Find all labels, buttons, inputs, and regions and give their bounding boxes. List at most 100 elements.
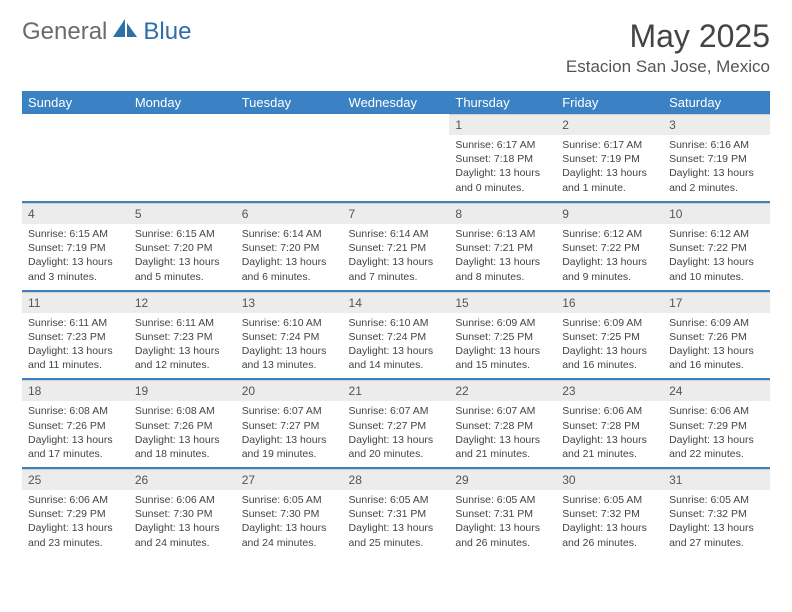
day-details: Sunrise: 6:07 AMSunset: 7:28 PMDaylight:… — [449, 401, 556, 467]
weekday-header: Sunday — [22, 91, 129, 114]
day-details: Sunrise: 6:06 AMSunset: 7:28 PMDaylight:… — [556, 401, 663, 467]
day-details: Sunrise: 6:11 AMSunset: 7:23 PMDaylight:… — [129, 313, 236, 379]
day-details: Sunrise: 6:15 AMSunset: 7:20 PMDaylight:… — [129, 224, 236, 290]
calendar-cell: 31Sunrise: 6:05 AMSunset: 7:32 PMDayligh… — [663, 468, 770, 556]
day-number: 14 — [343, 292, 450, 313]
day-details: Sunrise: 6:16 AMSunset: 7:19 PMDaylight:… — [663, 135, 770, 201]
calendar-cell: 18Sunrise: 6:08 AMSunset: 7:26 PMDayligh… — [22, 379, 129, 468]
calendar-cell: 6Sunrise: 6:14 AMSunset: 7:20 PMDaylight… — [236, 202, 343, 291]
calendar-cell: 3Sunrise: 6:16 AMSunset: 7:19 PMDaylight… — [663, 114, 770, 202]
day-details: Sunrise: 6:08 AMSunset: 7:26 PMDaylight:… — [22, 401, 129, 467]
calendar-cell: 1Sunrise: 6:17 AMSunset: 7:18 PMDaylight… — [449, 114, 556, 202]
day-number: 13 — [236, 292, 343, 313]
day-details: Sunrise: 6:09 AMSunset: 7:25 PMDaylight:… — [556, 313, 663, 379]
location-label: Estacion San Jose, Mexico — [566, 57, 770, 77]
calendar-cell: 24Sunrise: 6:06 AMSunset: 7:29 PMDayligh… — [663, 379, 770, 468]
calendar-cell: 10Sunrise: 6:12 AMSunset: 7:22 PMDayligh… — [663, 202, 770, 291]
calendar-cell: 8Sunrise: 6:13 AMSunset: 7:21 PMDaylight… — [449, 202, 556, 291]
calendar-cell: 27Sunrise: 6:05 AMSunset: 7:30 PMDayligh… — [236, 468, 343, 556]
day-number: 15 — [449, 292, 556, 313]
day-details: Sunrise: 6:05 AMSunset: 7:31 PMDaylight:… — [343, 490, 450, 556]
day-details: Sunrise: 6:06 AMSunset: 7:30 PMDaylight:… — [129, 490, 236, 556]
weekday-header: Saturday — [663, 91, 770, 114]
day-details: Sunrise: 6:15 AMSunset: 7:19 PMDaylight:… — [22, 224, 129, 290]
brand-logo: General Blue — [22, 18, 191, 46]
day-number: 9 — [556, 203, 663, 224]
day-details: Sunrise: 6:14 AMSunset: 7:20 PMDaylight:… — [236, 224, 343, 290]
calendar-cell: 2Sunrise: 6:17 AMSunset: 7:19 PMDaylight… — [556, 114, 663, 202]
day-details: Sunrise: 6:11 AMSunset: 7:23 PMDaylight:… — [22, 313, 129, 379]
day-details: Sunrise: 6:10 AMSunset: 7:24 PMDaylight:… — [236, 313, 343, 379]
day-details: Sunrise: 6:06 AMSunset: 7:29 PMDaylight:… — [663, 401, 770, 467]
brand-part1: General — [22, 18, 107, 46]
day-number: 20 — [236, 380, 343, 401]
month-title: May 2025 — [566, 18, 770, 55]
day-number: 18 — [22, 380, 129, 401]
day-number: 19 — [129, 380, 236, 401]
calendar-cell: 13Sunrise: 6:10 AMSunset: 7:24 PMDayligh… — [236, 291, 343, 380]
weekday-header: Monday — [129, 91, 236, 114]
calendar-cell: 25Sunrise: 6:06 AMSunset: 7:29 PMDayligh… — [22, 468, 129, 556]
calendar-cell: 11Sunrise: 6:11 AMSunset: 7:23 PMDayligh… — [22, 291, 129, 380]
weekday-header: Thursday — [449, 91, 556, 114]
day-details: Sunrise: 6:08 AMSunset: 7:26 PMDaylight:… — [129, 401, 236, 467]
day-details: Sunrise: 6:10 AMSunset: 7:24 PMDaylight:… — [343, 313, 450, 379]
calendar-cell: 16Sunrise: 6:09 AMSunset: 7:25 PMDayligh… — [556, 291, 663, 380]
calendar-cell: 5Sunrise: 6:15 AMSunset: 7:20 PMDaylight… — [129, 202, 236, 291]
day-details: Sunrise: 6:05 AMSunset: 7:32 PMDaylight:… — [556, 490, 663, 556]
calendar-weekday-header: SundayMondayTuesdayWednesdayThursdayFrid… — [22, 91, 770, 114]
page-header: General Blue May 2025 Estacion San Jose,… — [22, 18, 770, 77]
calendar-cell: .. — [343, 114, 450, 202]
day-number: 7 — [343, 203, 450, 224]
day-details: Sunrise: 6:17 AMSunset: 7:18 PMDaylight:… — [449, 135, 556, 201]
day-number: 21 — [343, 380, 450, 401]
title-block: May 2025 Estacion San Jose, Mexico — [566, 18, 770, 77]
day-details: Sunrise: 6:05 AMSunset: 7:30 PMDaylight:… — [236, 490, 343, 556]
calendar-cell: 30Sunrise: 6:05 AMSunset: 7:32 PMDayligh… — [556, 468, 663, 556]
day-details: Sunrise: 6:07 AMSunset: 7:27 PMDaylight:… — [343, 401, 450, 467]
day-number: 28 — [343, 469, 450, 490]
day-number: 31 — [663, 469, 770, 490]
calendar-cell: 12Sunrise: 6:11 AMSunset: 7:23 PMDayligh… — [129, 291, 236, 380]
calendar-cell: 28Sunrise: 6:05 AMSunset: 7:31 PMDayligh… — [343, 468, 450, 556]
day-details: Sunrise: 6:06 AMSunset: 7:29 PMDaylight:… — [22, 490, 129, 556]
calendar-body: ........1Sunrise: 6:17 AMSunset: 7:18 PM… — [22, 114, 770, 556]
weekday-header: Tuesday — [236, 91, 343, 114]
day-number: 23 — [556, 380, 663, 401]
calendar-cell: 17Sunrise: 6:09 AMSunset: 7:26 PMDayligh… — [663, 291, 770, 380]
day-number: 11 — [22, 292, 129, 313]
day-number: 17 — [663, 292, 770, 313]
day-number: 1 — [449, 114, 556, 135]
calendar-cell: 26Sunrise: 6:06 AMSunset: 7:30 PMDayligh… — [129, 468, 236, 556]
day-number: 2 — [556, 114, 663, 135]
day-number: 16 — [556, 292, 663, 313]
day-number: 25 — [22, 469, 129, 490]
day-details: Sunrise: 6:09 AMSunset: 7:26 PMDaylight:… — [663, 313, 770, 379]
calendar-cell: 20Sunrise: 6:07 AMSunset: 7:27 PMDayligh… — [236, 379, 343, 468]
calendar-cell: .. — [236, 114, 343, 202]
weekday-header: Wednesday — [343, 91, 450, 114]
day-details: Sunrise: 6:05 AMSunset: 7:31 PMDaylight:… — [449, 490, 556, 556]
day-details: Sunrise: 6:09 AMSunset: 7:25 PMDaylight:… — [449, 313, 556, 379]
day-number: 27 — [236, 469, 343, 490]
day-details: Sunrise: 6:13 AMSunset: 7:21 PMDaylight:… — [449, 224, 556, 290]
calendar-cell: 22Sunrise: 6:07 AMSunset: 7:28 PMDayligh… — [449, 379, 556, 468]
calendar-cell: 4Sunrise: 6:15 AMSunset: 7:19 PMDaylight… — [22, 202, 129, 291]
day-details: Sunrise: 6:07 AMSunset: 7:27 PMDaylight:… — [236, 401, 343, 467]
calendar-cell: 23Sunrise: 6:06 AMSunset: 7:28 PMDayligh… — [556, 379, 663, 468]
day-number: 4 — [22, 203, 129, 224]
day-number: 10 — [663, 203, 770, 224]
calendar-cell: 29Sunrise: 6:05 AMSunset: 7:31 PMDayligh… — [449, 468, 556, 556]
day-number: 6 — [236, 203, 343, 224]
calendar-cell: 7Sunrise: 6:14 AMSunset: 7:21 PMDaylight… — [343, 202, 450, 291]
day-details: Sunrise: 6:14 AMSunset: 7:21 PMDaylight:… — [343, 224, 450, 290]
calendar-table: SundayMondayTuesdayWednesdayThursdayFrid… — [22, 91, 770, 556]
day-number: 24 — [663, 380, 770, 401]
day-number: 26 — [129, 469, 236, 490]
day-details: Sunrise: 6:12 AMSunset: 7:22 PMDaylight:… — [663, 224, 770, 290]
calendar-cell: 21Sunrise: 6:07 AMSunset: 7:27 PMDayligh… — [343, 379, 450, 468]
calendar-cell: 19Sunrise: 6:08 AMSunset: 7:26 PMDayligh… — [129, 379, 236, 468]
calendar-cell: 9Sunrise: 6:12 AMSunset: 7:22 PMDaylight… — [556, 202, 663, 291]
calendar-cell: 14Sunrise: 6:10 AMSunset: 7:24 PMDayligh… — [343, 291, 450, 380]
day-details: Sunrise: 6:12 AMSunset: 7:22 PMDaylight:… — [556, 224, 663, 290]
